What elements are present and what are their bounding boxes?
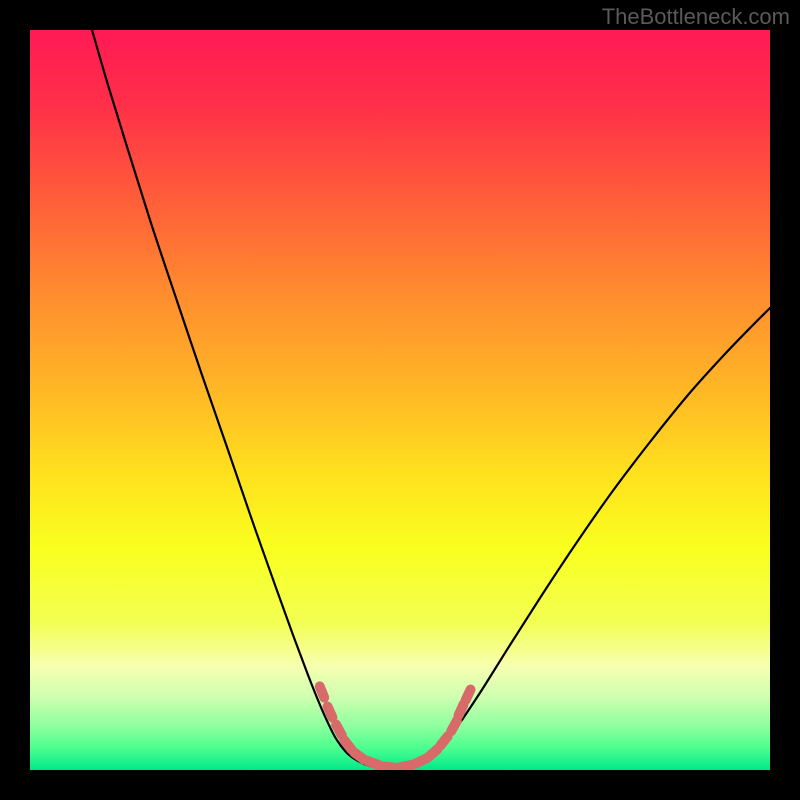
marker-dot: [367, 761, 378, 765]
marker-dot: [320, 686, 324, 697]
marker-dot: [465, 690, 470, 701]
chart-frame: TheBottleneck.com: [0, 0, 800, 800]
marker-dot: [451, 721, 457, 732]
marker-dot: [344, 740, 351, 750]
watermark-text: TheBottleneck.com: [602, 4, 790, 30]
marker-dot: [400, 765, 412, 767]
marker-dot: [428, 749, 437, 757]
gradient-background: [30, 30, 770, 770]
marker-dot: [336, 725, 342, 736]
marker-dot: [459, 705, 464, 716]
marker-dot: [383, 766, 395, 767]
plot-area: [30, 30, 770, 770]
marker-dot: [354, 752, 364, 759]
marker-dot: [328, 707, 333, 718]
plot-svg: [30, 30, 770, 770]
marker-dot: [440, 736, 447, 745]
